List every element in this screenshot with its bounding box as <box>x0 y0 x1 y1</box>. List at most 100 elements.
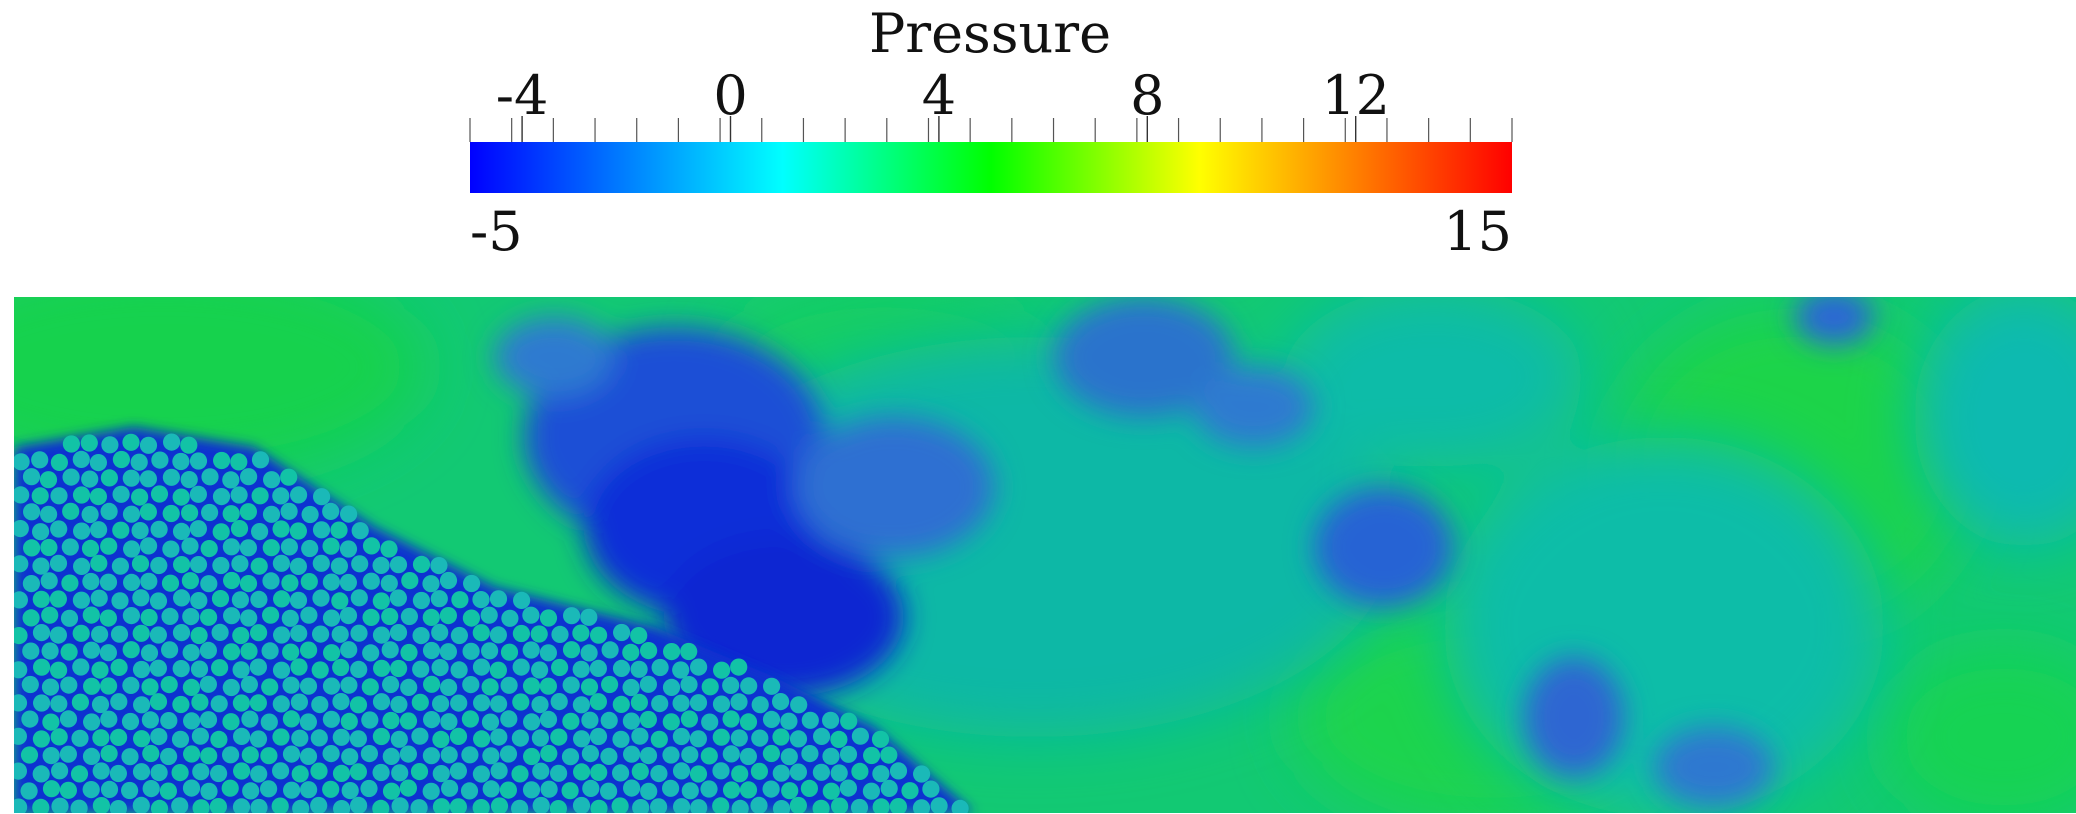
particle <box>772 728 790 746</box>
particle <box>139 503 157 521</box>
particle <box>750 762 769 780</box>
particle <box>380 574 398 592</box>
particle <box>482 780 500 798</box>
particle <box>160 712 178 730</box>
particle <box>39 471 58 489</box>
particle <box>750 796 768 813</box>
particle <box>489 626 507 644</box>
particle <box>190 626 208 645</box>
particle <box>672 661 690 679</box>
particle <box>400 607 418 626</box>
particle <box>462 609 480 627</box>
particle <box>322 609 341 627</box>
particle <box>180 471 198 489</box>
particle <box>22 575 40 593</box>
particle <box>291 765 309 783</box>
particle <box>251 487 269 505</box>
particle <box>201 468 219 486</box>
particle <box>209 798 227 813</box>
particle <box>89 488 107 506</box>
particle <box>41 606 59 624</box>
colorbar-tick-label: 12 <box>1321 64 1390 127</box>
particle <box>313 488 331 506</box>
particle <box>72 624 90 642</box>
particle <box>713 661 731 679</box>
particle <box>580 608 598 626</box>
particle <box>32 624 51 642</box>
particle <box>160 747 178 766</box>
particle <box>49 590 67 608</box>
particle <box>20 782 38 800</box>
particle <box>281 609 299 627</box>
particle <box>822 747 840 765</box>
particle <box>422 608 440 626</box>
particle <box>722 745 740 763</box>
particle <box>289 522 307 540</box>
pressure-field <box>14 297 2076 813</box>
particle <box>250 557 268 575</box>
particle <box>83 713 101 731</box>
particle <box>439 607 457 625</box>
particle <box>512 624 530 643</box>
particle <box>181 572 199 590</box>
particle <box>712 797 730 813</box>
particle <box>351 522 369 540</box>
particle <box>411 693 429 711</box>
particle <box>461 746 479 764</box>
particle <box>180 436 198 454</box>
particle <box>650 798 668 813</box>
particle <box>722 676 740 694</box>
particle <box>622 678 640 697</box>
particle <box>322 780 340 798</box>
particle <box>182 779 201 797</box>
particle <box>349 696 368 714</box>
particle <box>299 713 317 731</box>
particle <box>681 782 699 800</box>
particle <box>14 520 29 538</box>
particle <box>951 799 969 813</box>
particle <box>139 436 158 454</box>
particle <box>639 747 658 765</box>
particle <box>539 710 558 728</box>
particle <box>322 677 341 695</box>
particle <box>333 800 351 813</box>
particle <box>780 712 798 730</box>
particle <box>631 727 649 745</box>
particle <box>100 677 118 695</box>
particle <box>41 678 60 696</box>
particle <box>33 658 51 676</box>
particle <box>411 727 429 745</box>
particle <box>14 627 28 645</box>
particle <box>731 799 749 813</box>
particle <box>690 658 708 676</box>
particle <box>412 555 431 573</box>
particle <box>222 643 241 661</box>
particle <box>680 642 698 661</box>
particle <box>14 486 30 504</box>
particle <box>872 765 890 783</box>
particle <box>322 502 340 520</box>
particle <box>600 711 618 729</box>
particle <box>130 453 148 471</box>
particle <box>613 623 631 642</box>
particle <box>200 540 218 558</box>
particle <box>300 573 318 591</box>
particle <box>14 555 29 573</box>
particle <box>673 798 691 813</box>
particle <box>199 675 217 693</box>
particle <box>122 433 140 451</box>
particle <box>191 693 209 711</box>
particle <box>681 746 699 764</box>
particle <box>192 763 210 781</box>
particle <box>751 729 769 747</box>
particle <box>172 660 190 678</box>
particle <box>183 712 201 730</box>
particle <box>913 765 931 783</box>
particle <box>211 590 230 608</box>
particle <box>372 799 390 813</box>
particle <box>439 571 458 590</box>
particle <box>399 712 418 730</box>
particle <box>230 453 248 471</box>
particle <box>249 694 267 712</box>
